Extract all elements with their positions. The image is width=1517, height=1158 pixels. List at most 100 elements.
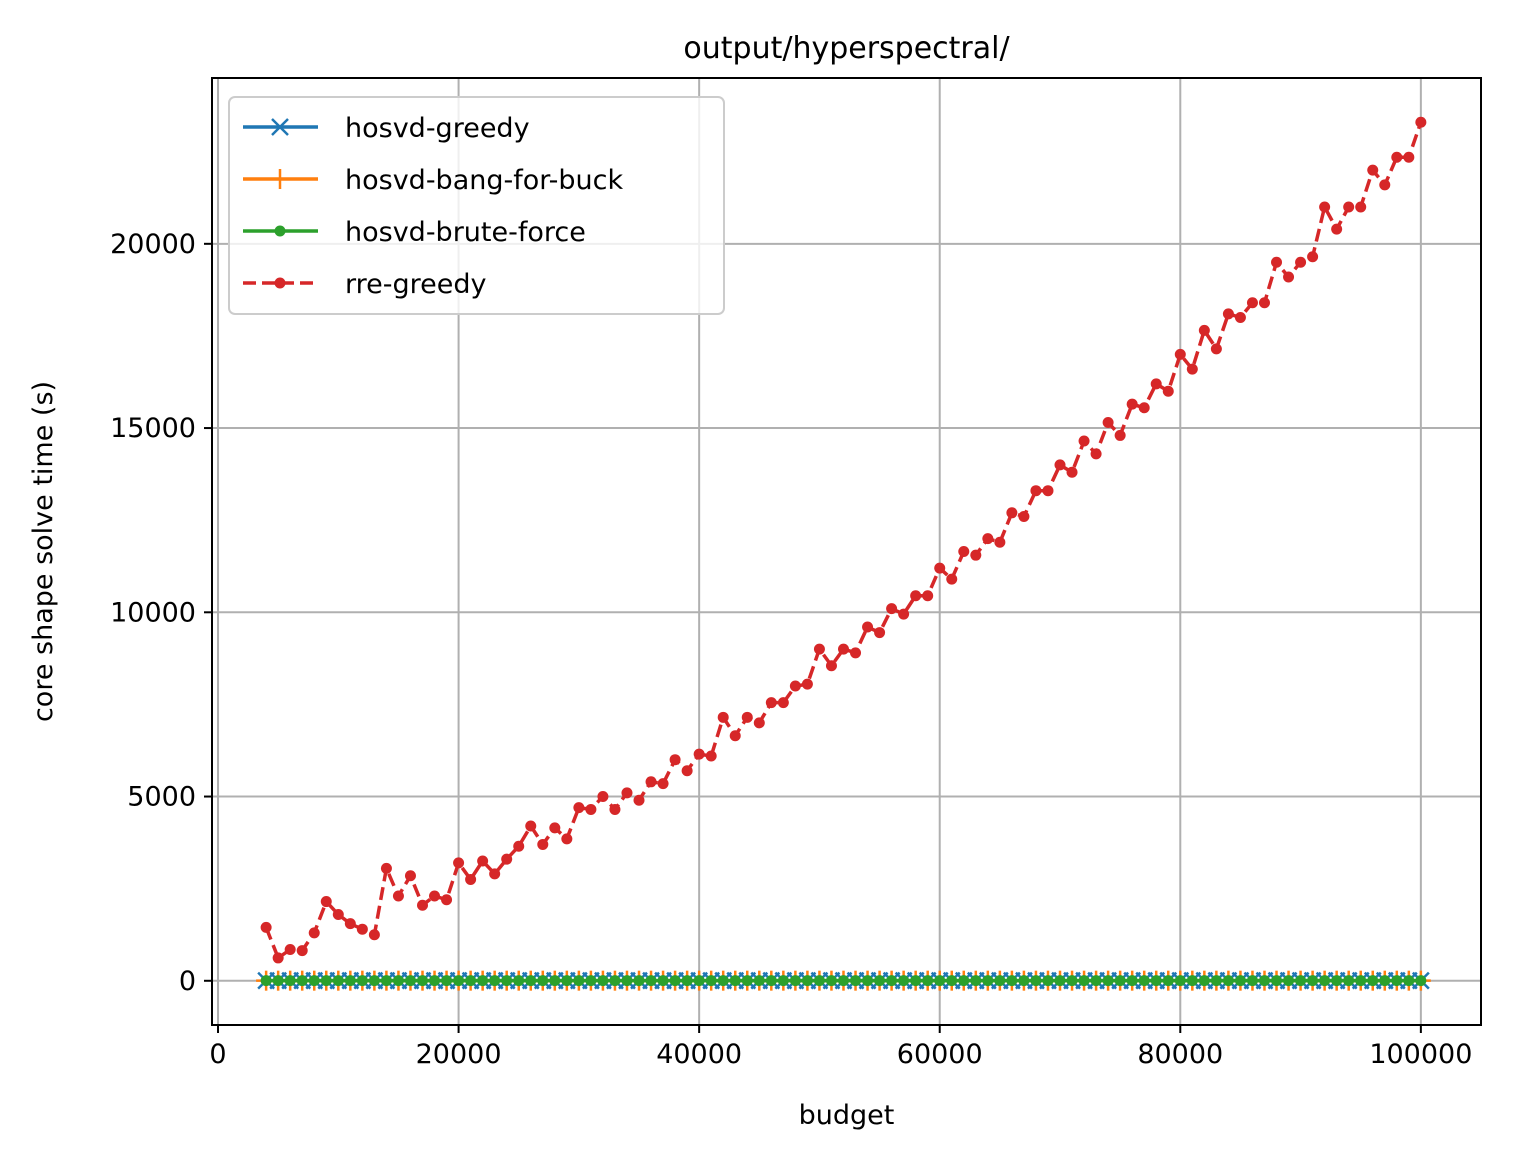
data-point (801, 975, 813, 987)
data-point (609, 975, 621, 987)
data-point (609, 803, 621, 815)
data-point (1415, 975, 1427, 987)
data-point (886, 975, 898, 987)
x-tick-label: 0 (209, 1039, 226, 1070)
data-point (1234, 975, 1246, 987)
data-point (825, 975, 837, 987)
data-point (657, 975, 669, 987)
data-point (1042, 485, 1054, 497)
data-point (1343, 201, 1355, 213)
data-point (1258, 975, 1270, 987)
legend-item: hosvd-greedy (243, 113, 530, 144)
data-point (1018, 510, 1030, 522)
data-point (1030, 975, 1042, 987)
data-point (344, 975, 356, 987)
data-point (777, 975, 789, 987)
data-point (1367, 975, 1379, 987)
data-point (970, 975, 982, 987)
data-point (717, 711, 729, 723)
data-point (1367, 164, 1379, 176)
data-point (777, 697, 789, 709)
data-point (392, 975, 404, 987)
data-point (561, 975, 573, 987)
data-point (1355, 201, 1367, 213)
ticks: 0 20000 40000 60000 80000 100000 0 5000 10000 150… (110, 229, 1472, 1070)
legend-label: hosvd-greedy (345, 113, 530, 144)
data-point (1379, 975, 1391, 987)
data-point (356, 975, 368, 987)
data-point (1150, 378, 1162, 390)
data-point (741, 975, 753, 987)
data-point (970, 549, 982, 561)
data-point (729, 730, 741, 742)
x-tick-label: 40000 (656, 1039, 742, 1070)
data-point (429, 975, 441, 987)
data-point (994, 975, 1006, 987)
data-point (356, 923, 368, 935)
data-point (1307, 251, 1319, 263)
data-point (705, 975, 717, 987)
data-point (1138, 975, 1150, 987)
data-point (1090, 975, 1102, 987)
data-point (513, 975, 525, 987)
data-point (332, 975, 344, 987)
data-point (1222, 975, 1234, 987)
data-point (1162, 385, 1174, 397)
data-point (1222, 308, 1234, 320)
data-point (669, 754, 681, 766)
plot-frame (211, 77, 1482, 1026)
legend: hosvd-greedy hosvd-bang-for-buck hosvd-bru… (228, 96, 725, 315)
data-point (958, 975, 970, 987)
series-layer (256, 116, 1431, 991)
series-rre-greedy (260, 116, 1427, 964)
data-point (597, 975, 609, 987)
data-point (910, 590, 922, 602)
data-point (669, 975, 681, 987)
data-point (765, 697, 777, 709)
data-point (513, 840, 525, 852)
data-point (1391, 975, 1403, 987)
data-point (645, 776, 657, 788)
data-point (1078, 975, 1090, 987)
data-point (260, 975, 272, 987)
data-point (681, 975, 693, 987)
data-point (296, 945, 308, 957)
data-point (332, 908, 344, 920)
data-point (621, 787, 633, 799)
data-point (874, 627, 886, 639)
data-point (994, 536, 1006, 548)
x-tick-label: 100000 (1369, 1039, 1472, 1070)
data-point (958, 546, 970, 557)
legend-marker (271, 118, 289, 136)
chart-title: output/hyperspectral/ (683, 31, 1010, 66)
data-point (537, 838, 549, 850)
data-point (1319, 201, 1331, 213)
data-point (380, 975, 392, 987)
data-point (729, 975, 741, 987)
data-point (308, 927, 320, 939)
data-point (765, 975, 777, 987)
y-tick-label: 15000 (110, 413, 196, 444)
data-point (392, 890, 404, 902)
y-tick-label: 10000 (110, 597, 196, 628)
data-point (501, 975, 513, 987)
data-point (1066, 975, 1078, 987)
data-point (549, 822, 561, 834)
data-point (368, 975, 380, 987)
legend-item: hosvd-bang-for-buck (243, 165, 623, 196)
data-point (862, 975, 874, 987)
data-point (489, 975, 501, 987)
data-point (1054, 975, 1066, 987)
data-point (862, 621, 874, 633)
data-point (837, 975, 849, 987)
data-point (1307, 975, 1319, 987)
legend-box (228, 96, 725, 315)
data-point (717, 975, 729, 987)
data-point (1415, 116, 1427, 128)
data-point (441, 975, 453, 987)
data-point (633, 794, 645, 806)
data-point (416, 899, 428, 911)
data-point (453, 857, 465, 869)
data-point (1283, 271, 1295, 283)
